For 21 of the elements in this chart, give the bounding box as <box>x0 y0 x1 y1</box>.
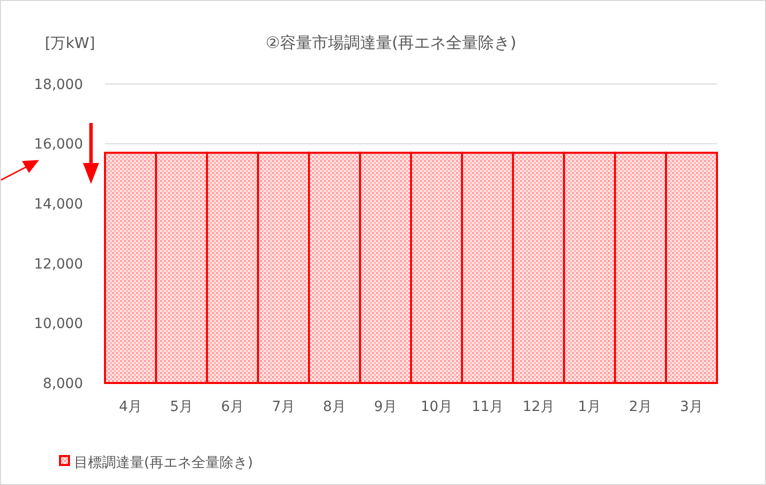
x-tick-label: 8月 <box>323 399 346 415</box>
x-tick-label: 11月 <box>472 399 504 415</box>
chart-title: ②容量市場調達量(再エネ全量除き) <box>266 33 516 52</box>
x-tick-label: 12月 <box>522 399 554 415</box>
y-tick-label: 18,000 <box>34 76 83 93</box>
y-tick-label: 16,000 <box>34 136 83 153</box>
x-tick-label: 7月 <box>272 399 295 415</box>
x-tick-label: 10月 <box>420 399 452 415</box>
y-tick-label: 12,000 <box>34 256 83 272</box>
legend-label: 目標調達量(再エネ全量除き) <box>74 454 253 471</box>
y-tick-label: 14,000 <box>34 196 83 212</box>
x-tick-label: 2月 <box>629 399 652 415</box>
x-tick-label: 9月 <box>374 399 397 415</box>
x-tick-label: 6月 <box>221 399 244 415</box>
x-tick-label: 1月 <box>578 399 601 415</box>
x-tick-label: 5月 <box>170 399 193 415</box>
y-tick-label: 8,000 <box>42 376 83 392</box>
y-axis-title: [万kW] <box>44 34 96 52</box>
x-tick-label: 3月 <box>680 399 703 415</box>
x-tick-label: 4月 <box>119 399 142 415</box>
y-tick-label: 10,000 <box>34 316 83 332</box>
